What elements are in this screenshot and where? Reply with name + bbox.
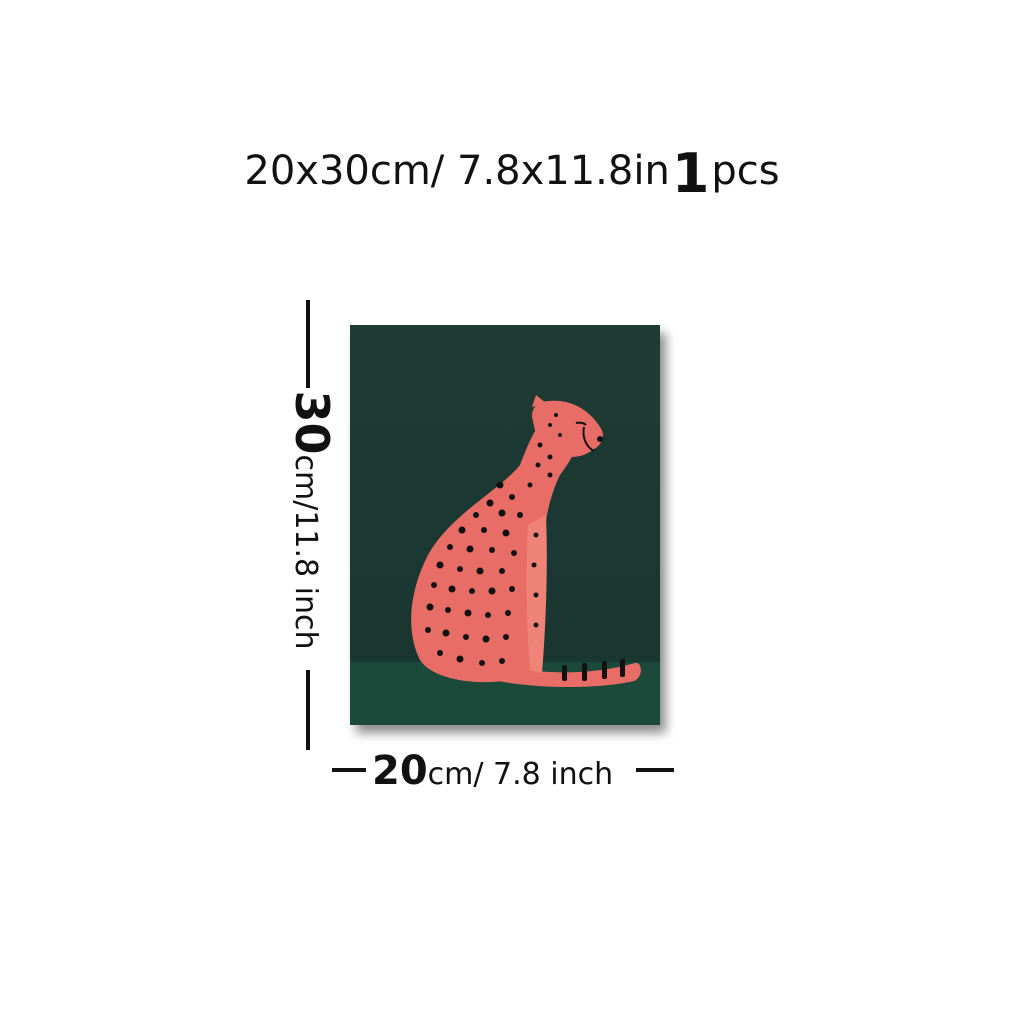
- canvas-print: [350, 325, 660, 725]
- width-dimension-line-left: [332, 768, 366, 772]
- cheetah-spots: [425, 413, 625, 681]
- height-dimension-line-top: [306, 300, 310, 388]
- cheetah-artwork: [350, 325, 660, 725]
- width-dimension-label: 20cm/ 7.8 inch: [372, 748, 613, 794]
- height-value: 30: [285, 390, 339, 455]
- width-dimension-line-right: [636, 768, 674, 772]
- product-size-headline: 20x30cm/ 7.8x11.8in1pcs: [0, 134, 1024, 205]
- quantity-number: 1: [671, 142, 710, 205]
- height-dimension-line-bottom: [306, 670, 310, 750]
- height-unit: cm/11.8 inch: [288, 454, 323, 650]
- quantity-unit: pcs: [711, 148, 780, 194]
- height-dimension-label: 30cm/11.8 inch: [285, 390, 339, 649]
- cheetah-tail: [498, 662, 641, 687]
- width-unit: cm/ 7.8 inch: [427, 757, 614, 792]
- width-value: 20: [372, 748, 428, 794]
- size-text: 20x30cm/ 7.8x11.8in: [244, 148, 670, 194]
